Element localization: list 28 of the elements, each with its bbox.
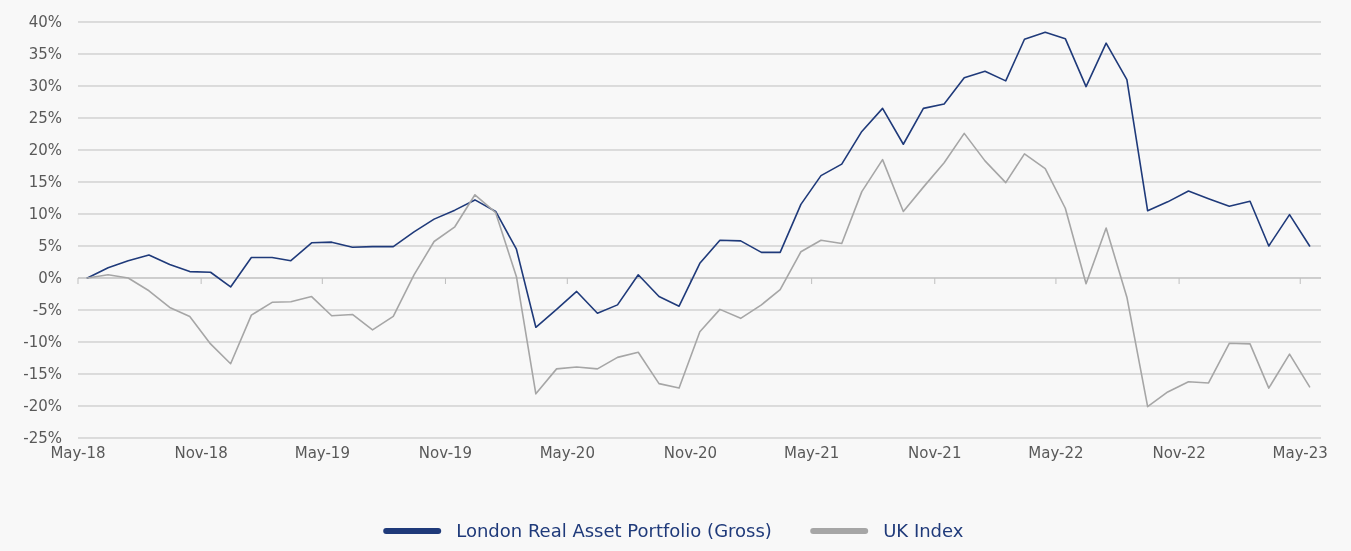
y-tick-label: 35% bbox=[28, 45, 62, 64]
y-tick-label: 15% bbox=[28, 173, 62, 192]
line-series bbox=[86, 31, 1311, 329]
y-tick-label: -15% bbox=[23, 365, 62, 384]
x-tick-label: May-18 bbox=[50, 444, 106, 462]
y-tick-label: 30% bbox=[28, 77, 62, 96]
y-tick-label: 10% bbox=[28, 205, 62, 224]
y-tick-label: 40% bbox=[28, 13, 62, 32]
x-tick-label: Nov-20 bbox=[663, 444, 718, 462]
x-tick-label: Nov-18 bbox=[174, 444, 228, 462]
line-series bbox=[86, 132, 1311, 408]
y-tick-label: 5% bbox=[38, 237, 62, 256]
legend-label: London Real Asset Portfolio (Gross) bbox=[456, 520, 772, 541]
x-tick-label: May-22 bbox=[1028, 444, 1084, 462]
legend-label: UK Index bbox=[883, 520, 964, 541]
y-tick-label: 25% bbox=[28, 109, 62, 128]
x-tick-label: May-23 bbox=[1272, 444, 1328, 462]
x-tick-label: Nov-19 bbox=[418, 444, 473, 462]
y-tick-label: 0% bbox=[38, 269, 62, 288]
x-tick-label: May-19 bbox=[294, 444, 350, 462]
y-tick-label: -5% bbox=[32, 301, 62, 320]
y-tick-label: -10% bbox=[23, 333, 62, 352]
x-tick-label: May-20 bbox=[539, 444, 595, 462]
x-tick-label: Nov-21 bbox=[908, 444, 962, 462]
y-tick-label: -20% bbox=[23, 397, 62, 416]
x-tick-label: May-21 bbox=[783, 444, 840, 462]
y-tick-label: 20% bbox=[28, 141, 62, 160]
x-tick-label: Nov-22 bbox=[1152, 444, 1206, 462]
